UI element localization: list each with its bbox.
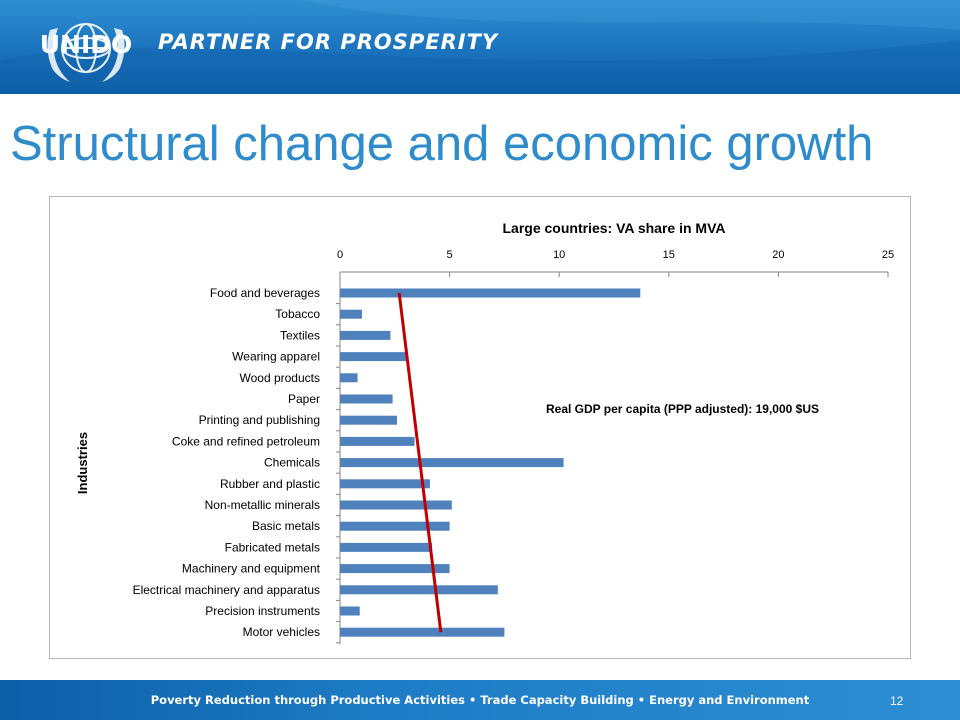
category-label: Machinery and equipment — [182, 562, 321, 576]
header-bar: UNIDO PARTNER FOR PROSPERITY — [0, 0, 960, 94]
category-labels: Food and beverages Tobacco Textiles Wearing… — [133, 286, 321, 639]
x-tick-label: 25 — [882, 249, 894, 261]
chart-axes: 0 5 10 15 20 25 — [336, 249, 894, 645]
un-wreath-icon — [47, 23, 125, 82]
bar — [340, 352, 408, 362]
bar — [340, 415, 397, 425]
trend-line-group — [397, 292, 443, 633]
category-label: Tobacco — [275, 307, 320, 321]
category-label: Chemicals — [264, 456, 320, 470]
category-label: Textiles — [280, 328, 320, 342]
category-label: Fabricated metals — [225, 540, 320, 554]
tagline: PARTNER FOR PROSPERITY — [158, 30, 499, 54]
footer-bar — [0, 680, 960, 720]
category-label: Non-metallic minerals — [205, 498, 320, 512]
bar — [340, 627, 505, 637]
category-label: Basic metals — [252, 519, 320, 533]
bar — [340, 288, 641, 298]
category-label: Paper — [288, 392, 320, 406]
bar — [340, 585, 498, 595]
chart-title: Large countries: VA share in MVA — [502, 220, 725, 236]
bar — [340, 309, 362, 319]
slide-title: Structural change and economic growth — [10, 117, 874, 171]
bar — [340, 606, 360, 616]
y-axis-label: Industries — [75, 432, 90, 494]
bar — [340, 330, 391, 340]
category-label: Food and beverages — [210, 286, 320, 300]
bar-chart: Large countries: VA share in MVA Industr… — [75, 220, 894, 645]
bar — [340, 458, 564, 468]
x-tick-label: 20 — [772, 249, 784, 261]
category-label: Wood products — [240, 371, 321, 385]
bar — [340, 521, 450, 531]
footer-text: Poverty Reduction through Productive Act… — [150, 693, 810, 707]
category-label: Electrical machinery and apparatus — [133, 583, 320, 597]
category-label: Precision instruments — [205, 604, 320, 618]
bar — [340, 564, 450, 574]
category-label: Motor vehicles — [243, 625, 320, 639]
category-label: Printing and publishing — [199, 413, 320, 427]
x-tick-label: 10 — [553, 249, 565, 261]
bar — [340, 479, 430, 489]
x-tick-label: 0 — [337, 249, 343, 261]
page-number: 12 — [890, 694, 904, 708]
chart-frame: Large countries: VA share in MVA Industr… — [49, 196, 911, 659]
header-wave-decoration — [0, 0, 960, 94]
bar — [340, 542, 433, 552]
bar — [340, 436, 415, 446]
chart-annotation: Real GDP per capita (PPP adjusted): 19,0… — [546, 402, 819, 416]
trend-line — [397, 292, 443, 633]
chart-bars — [340, 288, 641, 637]
x-tick-label: 15 — [663, 249, 675, 261]
bar — [340, 373, 358, 383]
bar — [340, 500, 452, 510]
category-label: Wearing apparel — [232, 350, 320, 364]
logo-text: UNIDO — [39, 30, 133, 59]
x-tick-label: 5 — [447, 249, 453, 261]
bar — [340, 394, 393, 404]
category-label: Rubber and plastic — [220, 477, 320, 491]
category-label: Coke and refined petroleum — [172, 434, 320, 448]
